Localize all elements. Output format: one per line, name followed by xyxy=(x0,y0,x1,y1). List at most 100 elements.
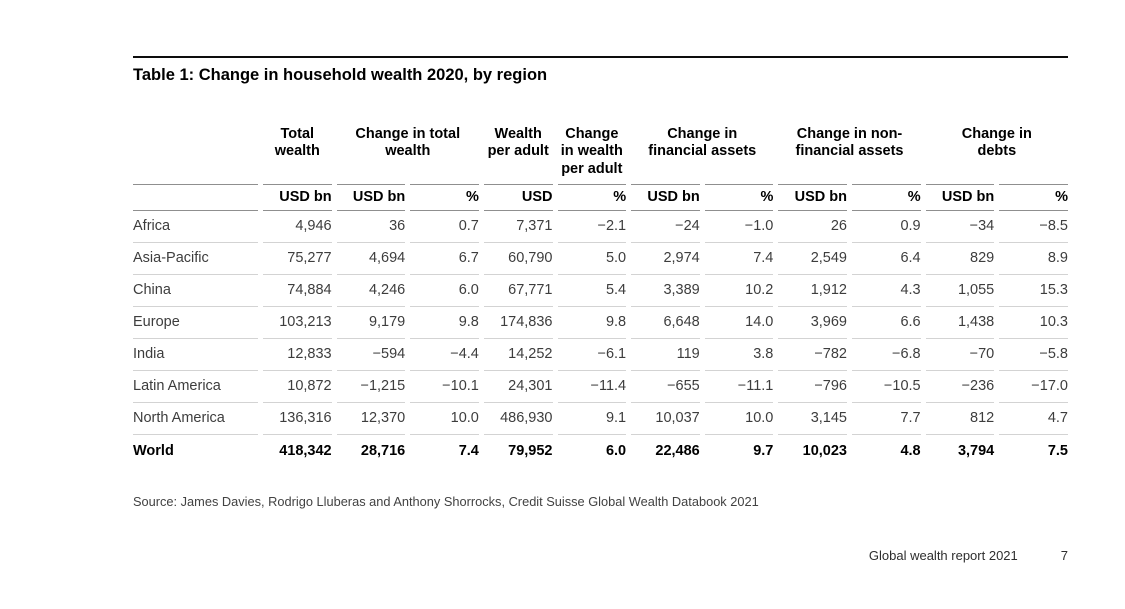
value-cell: 2,549 xyxy=(778,243,847,275)
value-cell: 4,946 xyxy=(263,211,332,243)
value-cell: −782 xyxy=(778,339,847,371)
value-cell: 7,371 xyxy=(483,211,553,243)
value-cell: 4.3 xyxy=(852,275,921,307)
value-cell: 136,316 xyxy=(263,403,332,435)
column-group-header: Change in financial assets xyxy=(648,125,757,160)
column-group-header: Change in debts xyxy=(961,125,1032,160)
value-cell: −24 xyxy=(631,211,700,243)
value-cell: 10.2 xyxy=(704,275,774,307)
value-cell: −10.1 xyxy=(410,371,479,403)
value-cell: 486,930 xyxy=(483,403,553,435)
value-cell: 5.0 xyxy=(557,243,627,275)
unit-header: USD xyxy=(483,183,553,211)
value-cell: −4.4 xyxy=(410,339,479,371)
content-area: Table 1: Change in household wealth 2020… xyxy=(133,56,1068,509)
unit-header: % xyxy=(999,183,1068,211)
value-cell: 7.5 xyxy=(1047,442,1068,459)
value-cell: 60,790 xyxy=(483,243,553,275)
units-region-cell xyxy=(133,183,258,211)
value-cell: 79,952 xyxy=(508,442,553,459)
table-body: Africa 4,946 36 0.7 7,371 −2.1 −24 −1.0 26 0.9 −34… xyxy=(133,211,1068,467)
region-label: China xyxy=(133,275,258,307)
value-cell: 0.9 xyxy=(852,211,921,243)
value-cell: −655 xyxy=(631,371,700,403)
value-cell: 12,370 xyxy=(336,403,406,435)
column-group-row: Total wealth Change in total wealth Wealth… xyxy=(133,126,1068,184)
value-cell: 10.0 xyxy=(704,403,774,435)
value-cell: 1,438 xyxy=(925,307,995,339)
value-cell: −1,215 xyxy=(336,371,406,403)
value-cell: 9.8 xyxy=(410,307,479,339)
value-cell: 6.0 xyxy=(410,275,479,307)
value-cell: 418,342 xyxy=(279,442,332,459)
region-label: India xyxy=(133,339,258,371)
value-cell: 4.8 xyxy=(900,442,921,459)
region-label: Africa xyxy=(133,211,258,243)
source-note: Source: James Davies, Rodrigo Lluberas a… xyxy=(133,493,759,509)
value-cell: 14.0 xyxy=(704,307,774,339)
table-row: India 12,833 −594 −4.4 14,252 −6.1 119 3.8 −782−… xyxy=(133,339,1068,371)
table-row: Latin America 10,872 −1,215 −10.1 24,301 −11.… xyxy=(133,371,1068,403)
table-row: Asia-Pacific 75,277 4,694 6.7 60,790 5.0 2,974… xyxy=(133,243,1068,275)
value-cell: 75,277 xyxy=(263,243,332,275)
value-cell: 74,884 xyxy=(263,275,332,307)
value-cell: 26 xyxy=(778,211,847,243)
table-head: Total wealth Change in total wealth Wealth… xyxy=(133,126,1068,211)
value-cell: 7.7 xyxy=(852,403,921,435)
region-label: Asia-Pacific xyxy=(133,243,258,275)
value-cell: −5.8 xyxy=(999,339,1068,371)
table-row: Europe 103,213 9,179 9.8 174,836 9.8 6,648 14.0… xyxy=(133,307,1068,339)
value-cell: 829 xyxy=(925,243,995,275)
value-cell: 67,771 xyxy=(483,275,553,307)
footer-page-number: 7 xyxy=(1060,548,1068,563)
value-cell: 4.7 xyxy=(999,403,1068,435)
value-cell: 2,974 xyxy=(631,243,700,275)
unit-header: % xyxy=(852,183,921,211)
value-cell: 10,023 xyxy=(802,442,847,459)
value-cell: −236 xyxy=(925,371,995,403)
value-cell: 4,246 xyxy=(336,275,406,307)
region-label: Europe xyxy=(133,307,258,339)
value-cell: 10.3 xyxy=(999,307,1068,339)
value-cell: 7.4 xyxy=(458,442,479,459)
value-cell: 6.0 xyxy=(605,442,627,459)
value-cell: 103,213 xyxy=(263,307,332,339)
unit-header: USD bn xyxy=(778,183,847,211)
value-cell: 0.7 xyxy=(410,211,479,243)
region-label: Latin America xyxy=(133,371,258,403)
column-group-header: Change in non- financial assets xyxy=(795,125,904,160)
value-cell: 28,716 xyxy=(360,442,406,459)
value-cell: 22,486 xyxy=(655,442,700,459)
column-group-header: Change in wealth per adult xyxy=(560,125,623,178)
value-cell: 1,055 xyxy=(925,275,995,307)
region-label: North America xyxy=(133,403,258,435)
column-group-header: Change in total wealth xyxy=(355,125,461,160)
value-cell: 174,836 xyxy=(483,307,553,339)
value-cell: 7.4 xyxy=(704,243,774,275)
value-cell: −8.5 xyxy=(999,211,1068,243)
unit-header: USD bn xyxy=(631,183,700,211)
region-label: World xyxy=(133,442,174,459)
table-row: North America 136,316 12,370 10.0 486,930 9.1… xyxy=(133,403,1068,435)
value-cell: 24,301 xyxy=(483,371,553,403)
value-cell: −11.1 xyxy=(704,371,774,403)
table-row: World 418,342 28,716 7.4 79,952 6.0 22,486 9.7 1… xyxy=(133,435,1068,467)
column-group-header: Wealth per adult xyxy=(487,125,549,160)
value-cell: 3.8 xyxy=(704,339,774,371)
value-cell: 15.3 xyxy=(999,275,1068,307)
value-cell: 6.7 xyxy=(410,243,479,275)
value-cell: 6.4 xyxy=(852,243,921,275)
value-cell: −594 xyxy=(336,339,406,371)
value-cell: 119 xyxy=(631,339,700,371)
value-cell: 4,694 xyxy=(336,243,406,275)
value-cell: −17.0 xyxy=(999,371,1068,403)
page-footer: Global wealth report 2021 7 xyxy=(869,548,1068,563)
unit-header: USD bn xyxy=(925,183,995,211)
value-cell: 12,833 xyxy=(263,339,332,371)
value-cell: 10,872 xyxy=(263,371,332,403)
value-cell: 36 xyxy=(336,211,406,243)
value-cell: 3,145 xyxy=(778,403,847,435)
value-cell: 812 xyxy=(925,403,995,435)
column-group-header: Total wealth xyxy=(274,125,320,160)
value-cell: −70 xyxy=(925,339,995,371)
